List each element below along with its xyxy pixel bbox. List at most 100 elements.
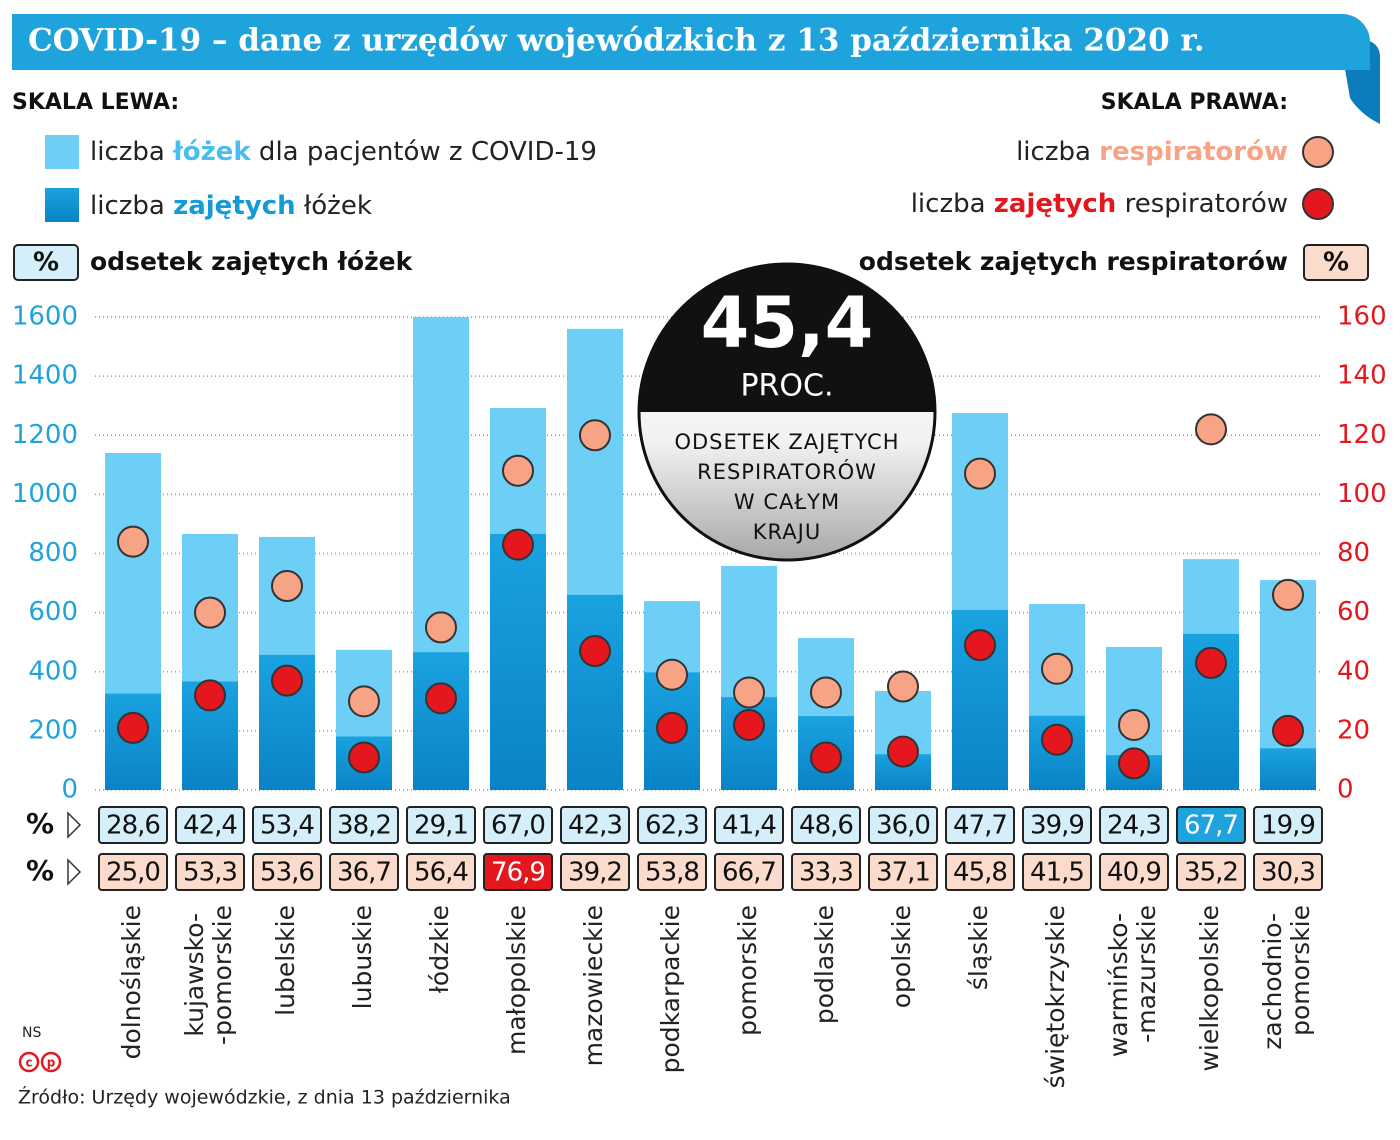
annotation-value: 45,4	[701, 282, 874, 364]
pct-label: 53,3	[183, 858, 237, 888]
x-tick-label: małopolskie	[502, 905, 531, 1055]
pct-label: 39,9	[1030, 811, 1084, 841]
pct-box	[1099, 853, 1169, 891]
pct-box	[1022, 806, 1092, 844]
x-tick-label: kujawsko- -pomorskie	[180, 905, 237, 1045]
legend-swatch	[45, 188, 79, 222]
dot	[964, 457, 996, 490]
dot	[425, 611, 457, 644]
legend-label: liczba łóżek dla pacjentów z COVID-19	[90, 137, 597, 167]
dot	[887, 670, 919, 703]
pct-label: 48,6	[799, 811, 853, 841]
pct-legend-box	[13, 244, 79, 281]
pct-label: 45,8	[953, 858, 1007, 888]
pct-box	[791, 806, 861, 844]
dot	[656, 658, 688, 691]
pct-box	[252, 853, 322, 891]
pct-box	[560, 806, 630, 844]
pct-legend-label: odsetek zajętych łóżek	[90, 247, 414, 276]
legend-highlight: respiratorów	[1099, 137, 1288, 167]
pct-box	[1099, 806, 1169, 844]
legend-label: liczba respiratorów	[1016, 137, 1288, 167]
pct-box	[252, 806, 322, 844]
legend-highlight: zajętych	[173, 191, 296, 221]
pct-box	[1176, 853, 1246, 891]
y-tick-label: 200	[28, 715, 78, 745]
dot	[502, 528, 534, 561]
pct-box	[483, 806, 553, 844]
legend-swatch	[1302, 136, 1334, 168]
x-tick-label: łódzkie	[425, 905, 454, 993]
dot	[1041, 652, 1073, 685]
pct-label: 53,4	[260, 811, 314, 841]
x-tick-label: mazowieckie	[579, 905, 608, 1066]
pct-label: 37,1	[876, 858, 930, 888]
title-banner	[12, 14, 1370, 70]
pct-box	[98, 806, 168, 844]
author: NS	[22, 1025, 41, 1041]
legend-label: liczba zajętych respiratorów	[911, 189, 1288, 219]
dot	[964, 629, 996, 662]
dot	[810, 676, 842, 709]
x-tick-label: opolskie	[887, 905, 916, 1008]
dot	[810, 741, 842, 774]
dot	[348, 741, 380, 774]
x-tick-label: śląskie	[964, 905, 993, 990]
bar	[490, 533, 546, 790]
pct-label: 53,8	[645, 858, 699, 888]
pct-box	[406, 853, 476, 891]
legend-highlight: łóżek	[172, 137, 251, 167]
annotation-text: ODSETEK ZAJĘTYCH	[674, 430, 899, 454]
pct-box	[175, 853, 245, 891]
legend-swatch	[1302, 188, 1334, 220]
dot	[1118, 747, 1150, 780]
x-tick-label: zachodnio- pomorskie	[1258, 905, 1315, 1050]
annotation-text: KRAJU	[753, 520, 821, 544]
dot	[348, 685, 380, 718]
y-tick-label: 1400	[12, 361, 78, 391]
pct-legend-box	[1303, 244, 1369, 281]
pct-legend-label: odsetek zajętych respiratorów	[859, 247, 1288, 276]
pct-label: 33,3	[799, 858, 853, 888]
right-scale-label: SKALA PRAWA:	[1101, 90, 1288, 115]
pct-label: 56,4	[414, 858, 468, 888]
pct-label: 76,9	[491, 858, 545, 888]
svg-text:p: p	[47, 1056, 56, 1070]
y2-tick-label: 100	[1337, 479, 1387, 509]
pct-label: 41,4	[722, 811, 776, 841]
legend-highlight: zajętych	[994, 189, 1117, 219]
pct-label: 38,2	[337, 811, 391, 841]
pct-box	[868, 806, 938, 844]
y2-tick-label: 80	[1337, 538, 1370, 568]
legend-swatch	[45, 135, 79, 169]
pct-box	[791, 853, 861, 891]
y-tick-label: 1200	[12, 420, 78, 450]
y2-tick-label: 140	[1337, 361, 1387, 391]
pct-row-symbol: %	[26, 807, 54, 840]
dot	[194, 596, 226, 629]
y-tick-label: 400	[28, 656, 78, 686]
y-tick-label: 600	[28, 597, 78, 627]
pct-label: 41,5	[1030, 858, 1084, 888]
x-tick-label: wielkopolskie	[1195, 905, 1224, 1072]
dot	[271, 570, 303, 603]
pct-legend-symbol: %	[1323, 248, 1349, 278]
bar	[567, 594, 623, 790]
y2-tick-label: 20	[1337, 715, 1370, 745]
pct-box	[637, 806, 707, 844]
annotation-text: RESPIRATORÓW	[697, 459, 877, 484]
x-tick-label: podkarpackie	[656, 905, 685, 1073]
pct-box	[637, 853, 707, 891]
pct-label: 30,3	[1261, 858, 1315, 888]
pct-row-symbol: %	[26, 854, 54, 887]
dot	[1118, 708, 1150, 741]
pct-label: 42,3	[568, 811, 622, 841]
pct-label: 39,2	[568, 858, 622, 888]
bar	[413, 652, 469, 790]
y2-tick-label: 160	[1337, 302, 1387, 332]
pct-label: 53,6	[260, 858, 314, 888]
pct-row-arrow	[67, 858, 82, 886]
x-tick-label: lubelskie	[271, 905, 300, 1016]
x-tick-label: lubuskie	[348, 905, 377, 1009]
annotation-text: W CAŁYM	[734, 490, 840, 514]
